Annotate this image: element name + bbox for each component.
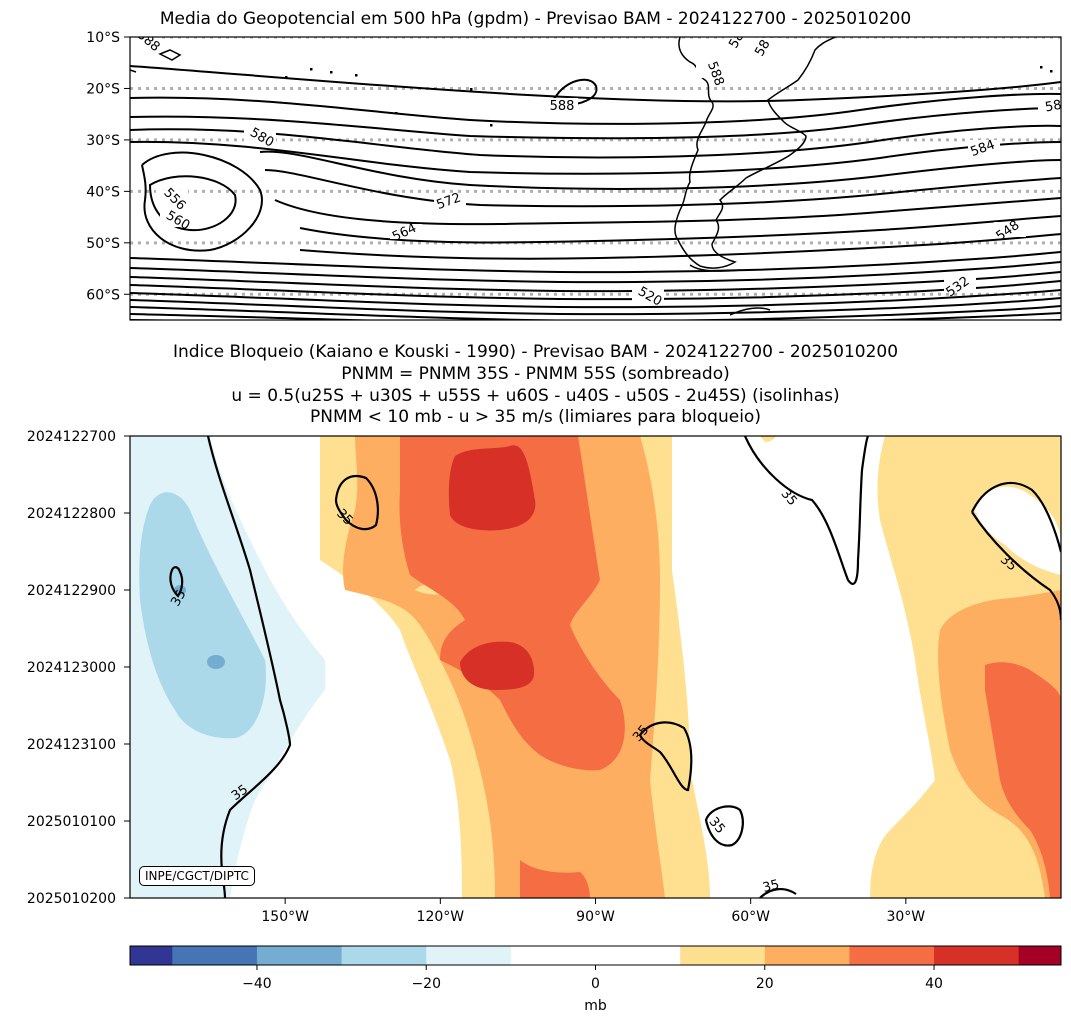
colorbar-segment	[849, 946, 935, 965]
island-dot	[330, 71, 333, 74]
colorbar-tick-label: −20	[411, 976, 441, 992]
u-contour-label: 35	[168, 587, 189, 609]
contour-label-bg	[724, 37, 756, 45]
contour-label-bg	[390, 224, 422, 239]
island-dot	[395, 112, 398, 115]
contour-label-bg	[944, 278, 976, 293]
contour-label-bg	[244, 129, 276, 144]
colorbar-segment	[680, 946, 766, 965]
colorbar-tick-label: 0	[591, 976, 600, 992]
colorbar	[129, 945, 1062, 966]
colorbar-segment	[341, 946, 427, 965]
colorbar-tick-label: 40	[925, 976, 943, 992]
island-dot	[1050, 70, 1053, 73]
block-title-line-1: Indice Bloqueio (Kaiano e Kouski - 1990)…	[172, 342, 899, 362]
contour-label-bg	[750, 38, 782, 53]
colorbar-tick-label: 20	[756, 976, 774, 992]
contour-label-bg	[1038, 98, 1061, 113]
island-dot	[1040, 66, 1043, 69]
colorbar-segment	[934, 946, 1020, 965]
contour-label: 58	[752, 37, 773, 59]
island-dot	[310, 68, 313, 71]
date-tick-label: 2024123000	[27, 660, 116, 676]
contour-label-bg	[160, 212, 192, 227]
lon-tick-label: 120°W	[417, 909, 465, 925]
lat-tick-label: 20°S	[86, 81, 120, 97]
colorbar-segment	[256, 946, 343, 965]
date-tick-label: 2025010200	[27, 891, 116, 907]
date-tick-label: 2024122800	[27, 506, 116, 522]
contour-label-bg	[632, 288, 664, 303]
lon-tick-label: 90°W	[576, 909, 615, 925]
block-title-line-4: PNMM < 10 mb - u > 35 m/s (limiares para…	[310, 407, 761, 427]
block-title-line-3: u = 0.5(u25S + u30S + u55S + u60S - u40S…	[231, 386, 840, 406]
lat-tick-label: 50°S	[86, 236, 120, 252]
lon-tick-label: 150°W	[261, 909, 309, 925]
contour-label: 588	[550, 99, 575, 114]
contour-label-bg	[546, 98, 578, 113]
colorbar-tick-label: −40	[242, 976, 272, 992]
colorbar-segment	[764, 946, 850, 965]
date-tick-label: 2024122700	[27, 429, 116, 445]
credit-badge: INPE/CGCT/DIPTC	[139, 866, 255, 886]
colorbar-segment	[510, 946, 681, 965]
date-tick-label: 2025010100	[27, 814, 116, 830]
contour-label-bg	[434, 193, 466, 208]
island-dot	[470, 88, 473, 91]
island-dot	[490, 124, 493, 127]
colorbar-segment	[172, 946, 258, 965]
contour-label: 58	[1044, 98, 1063, 116]
block-title-line-2: PNMM = PNMM 35S - PNMM 55S (sombreado)	[341, 364, 730, 384]
contour-label-bg	[968, 140, 1000, 155]
contour-label-bg	[130, 37, 162, 47]
contour-label-bg	[156, 190, 188, 205]
u-contour-label: 35	[761, 877, 781, 896]
lat-tick-label: 10°S	[86, 30, 120, 46]
date-tick-label: 2024122900	[27, 583, 116, 599]
colorbar-segment	[1018, 946, 1062, 965]
island-dot	[355, 74, 358, 77]
map-title: Media do Geopotencial em 500 hPa (gpdm) …	[159, 9, 912, 29]
contour-label-bg	[994, 222, 1026, 237]
date-tick-label: 2024123100	[27, 737, 116, 753]
lat-tick-label: 40°S	[86, 184, 120, 200]
lon-tick-label: 60°W	[731, 909, 770, 925]
colorbar-label: mb	[584, 998, 607, 1014]
island-dot	[285, 76, 288, 79]
colorbar-segment	[426, 946, 512, 965]
contour-label-bg	[696, 63, 728, 78]
lat-tick-label: 60°S	[86, 287, 120, 303]
lon-tick-label: 30°W	[886, 909, 925, 925]
colorbar-segment	[130, 946, 173, 965]
lat-tick-label: 30°S	[86, 133, 120, 149]
